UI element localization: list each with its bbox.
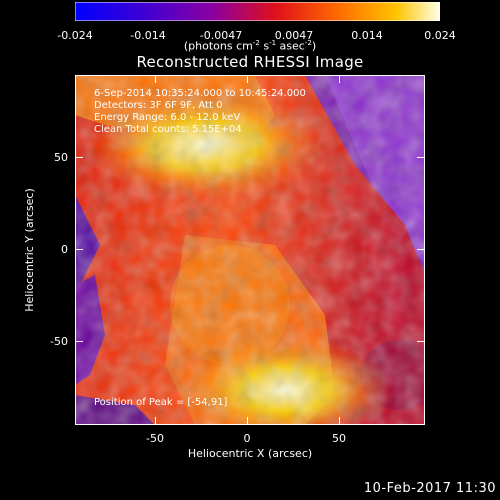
colorbar-units: (photons cm-2 s-1 asec-2)	[183, 39, 317, 53]
x-tick-label: 0	[243, 432, 251, 445]
time-range-text: 6-Sep-2014 10:35:24.000 to 10:45:24.000	[94, 88, 306, 99]
y-tick-label: 0	[61, 243, 68, 256]
rhessi-image	[75, 75, 425, 425]
clean-counts-text: Clean Total counts: 5.15E+04	[94, 124, 242, 135]
footer-timestamp: 10-Feb-2017 11:30	[363, 481, 496, 496]
colorbar-tick: 0.014	[351, 29, 383, 42]
colorbar-tick: -0.0047	[199, 29, 243, 42]
y-axis-title: Heliocentric Y (arcsec)	[23, 188, 36, 312]
colorbar	[75, 2, 440, 21]
image-title: Reconstructed RHESSI Image	[136, 53, 364, 71]
colorbar-tick: -0.024	[57, 29, 93, 42]
y-tick-label: -50	[50, 335, 68, 348]
peak-position-text: Position of Peak = [-54,91]	[94, 397, 228, 408]
x-axis-title: Heliocentric X (arcsec)	[187, 447, 313, 460]
x-tick-label: -50	[146, 432, 164, 445]
colorbar-tick: 0.024	[424, 29, 456, 42]
colorbar-tick: -0.014	[130, 29, 166, 42]
y-tick-label: 50	[54, 151, 68, 164]
colorbar-tick: 0.0047	[274, 29, 314, 42]
detectors-text: Detectors: 3F 6F 9F, Att 0	[94, 100, 223, 111]
energy-range-text: Energy Range: 6.0 - 12.0 keV	[94, 112, 241, 123]
x-tick-label: 50	[332, 432, 346, 445]
